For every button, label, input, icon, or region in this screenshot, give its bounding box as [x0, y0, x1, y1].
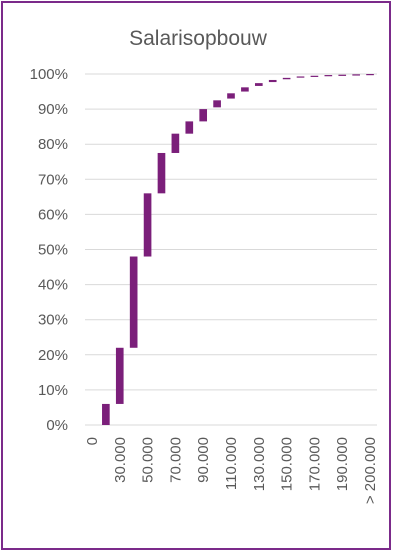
x-tick-label: 190.000 — [334, 437, 351, 491]
bar-segment — [296, 76, 305, 78]
x-tick-label: 50.000 — [140, 437, 157, 483]
bar-segment — [338, 74, 347, 76]
bar-segment — [310, 75, 319, 77]
y-tick-label: 60% — [38, 206, 68, 223]
y-tick-label: 100% — [30, 66, 68, 83]
x-tick-label: 90.000 — [195, 437, 212, 483]
y-tick-label: 0% — [46, 417, 68, 434]
chart-frame — [1, 1, 391, 550]
bar-segment — [115, 347, 124, 404]
x-tick-label: 110.000 — [223, 437, 240, 490]
bar-segment — [143, 193, 152, 257]
bar-segment — [129, 256, 138, 348]
y-tick-label: 30% — [38, 312, 68, 329]
x-tick-label: 150.000 — [279, 437, 296, 491]
y-tick-label: 90% — [38, 101, 68, 118]
x-tick-label: > 200.000 — [362, 437, 379, 504]
y-tick-label: 10% — [38, 382, 68, 399]
x-tick-label: 170.000 — [306, 437, 323, 491]
bar-segment — [352, 74, 360, 76]
chart-title: Salarisopbouw — [129, 27, 267, 50]
bar-segment — [102, 403, 110, 425]
bar-segment — [241, 87, 249, 92]
bar-segment — [157, 152, 166, 194]
bar-segment — [282, 77, 291, 80]
y-tick-label: 70% — [38, 171, 68, 188]
x-tick-label: 30.000 — [112, 437, 129, 483]
bar-segment — [171, 133, 180, 153]
bar-segment — [366, 74, 374, 76]
bar-segment — [185, 121, 194, 134]
bar-segment — [213, 100, 221, 108]
y-tick-label: 20% — [38, 347, 68, 364]
y-tick-label: 80% — [38, 136, 68, 153]
bar-segment — [199, 109, 208, 122]
y-tick-label: 40% — [38, 277, 68, 294]
bar-segment — [254, 83, 263, 86]
x-tick-label: 0 — [84, 437, 101, 445]
x-tick-label: 130.000 — [251, 437, 268, 491]
bar-segment — [324, 75, 333, 77]
bar-segment — [268, 79, 277, 83]
y-tick-label: 50% — [38, 242, 68, 259]
bar-segment — [227, 93, 235, 99]
x-tick-label: 70.000 — [167, 437, 184, 483]
